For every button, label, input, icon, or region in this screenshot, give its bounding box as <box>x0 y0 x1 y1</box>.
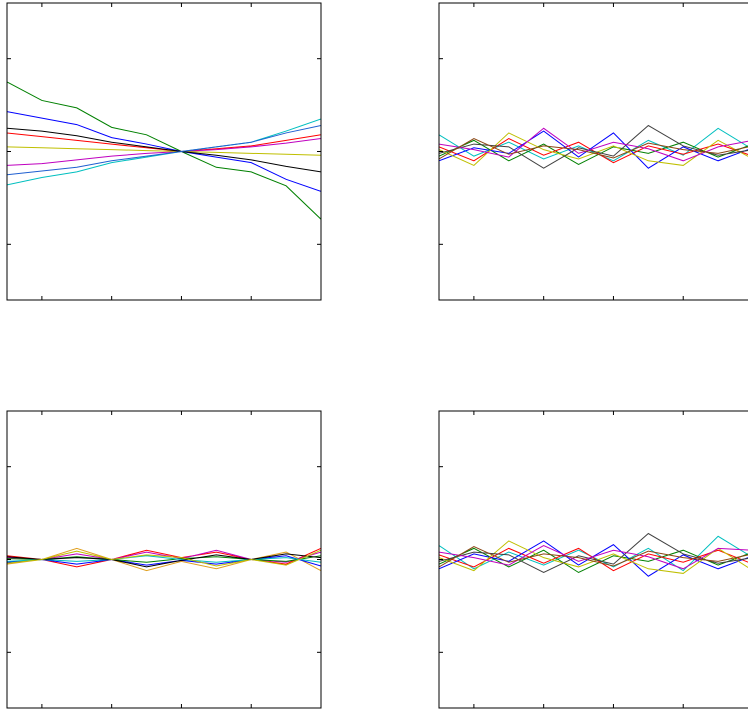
plot-area <box>7 547 321 572</box>
data-line <box>7 81 321 220</box>
plot-area <box>439 532 748 577</box>
data-line <box>439 545 748 570</box>
data-line <box>439 127 748 162</box>
data-line <box>439 137 748 160</box>
data-line <box>7 553 321 568</box>
data-line <box>439 545 748 568</box>
data-line <box>7 111 321 192</box>
axes-frame <box>6 2 322 301</box>
data-line <box>7 549 321 567</box>
subplot <box>438 2 748 301</box>
data-line <box>7 138 321 166</box>
data-line <box>439 540 748 577</box>
axes-frame <box>438 410 748 709</box>
subplot <box>6 2 322 301</box>
axes-frame <box>438 2 748 301</box>
data-line <box>7 555 321 563</box>
data-line <box>7 146 321 156</box>
data-line <box>7 555 321 567</box>
data-line <box>7 125 321 176</box>
data-line <box>439 535 748 572</box>
data-line <box>439 124 748 169</box>
data-line <box>7 127 321 173</box>
plot-area <box>7 81 321 220</box>
axes-frame <box>6 410 322 709</box>
data-line <box>7 547 321 572</box>
subplot <box>6 410 322 709</box>
subplot <box>438 410 748 709</box>
plot-area <box>439 124 748 169</box>
